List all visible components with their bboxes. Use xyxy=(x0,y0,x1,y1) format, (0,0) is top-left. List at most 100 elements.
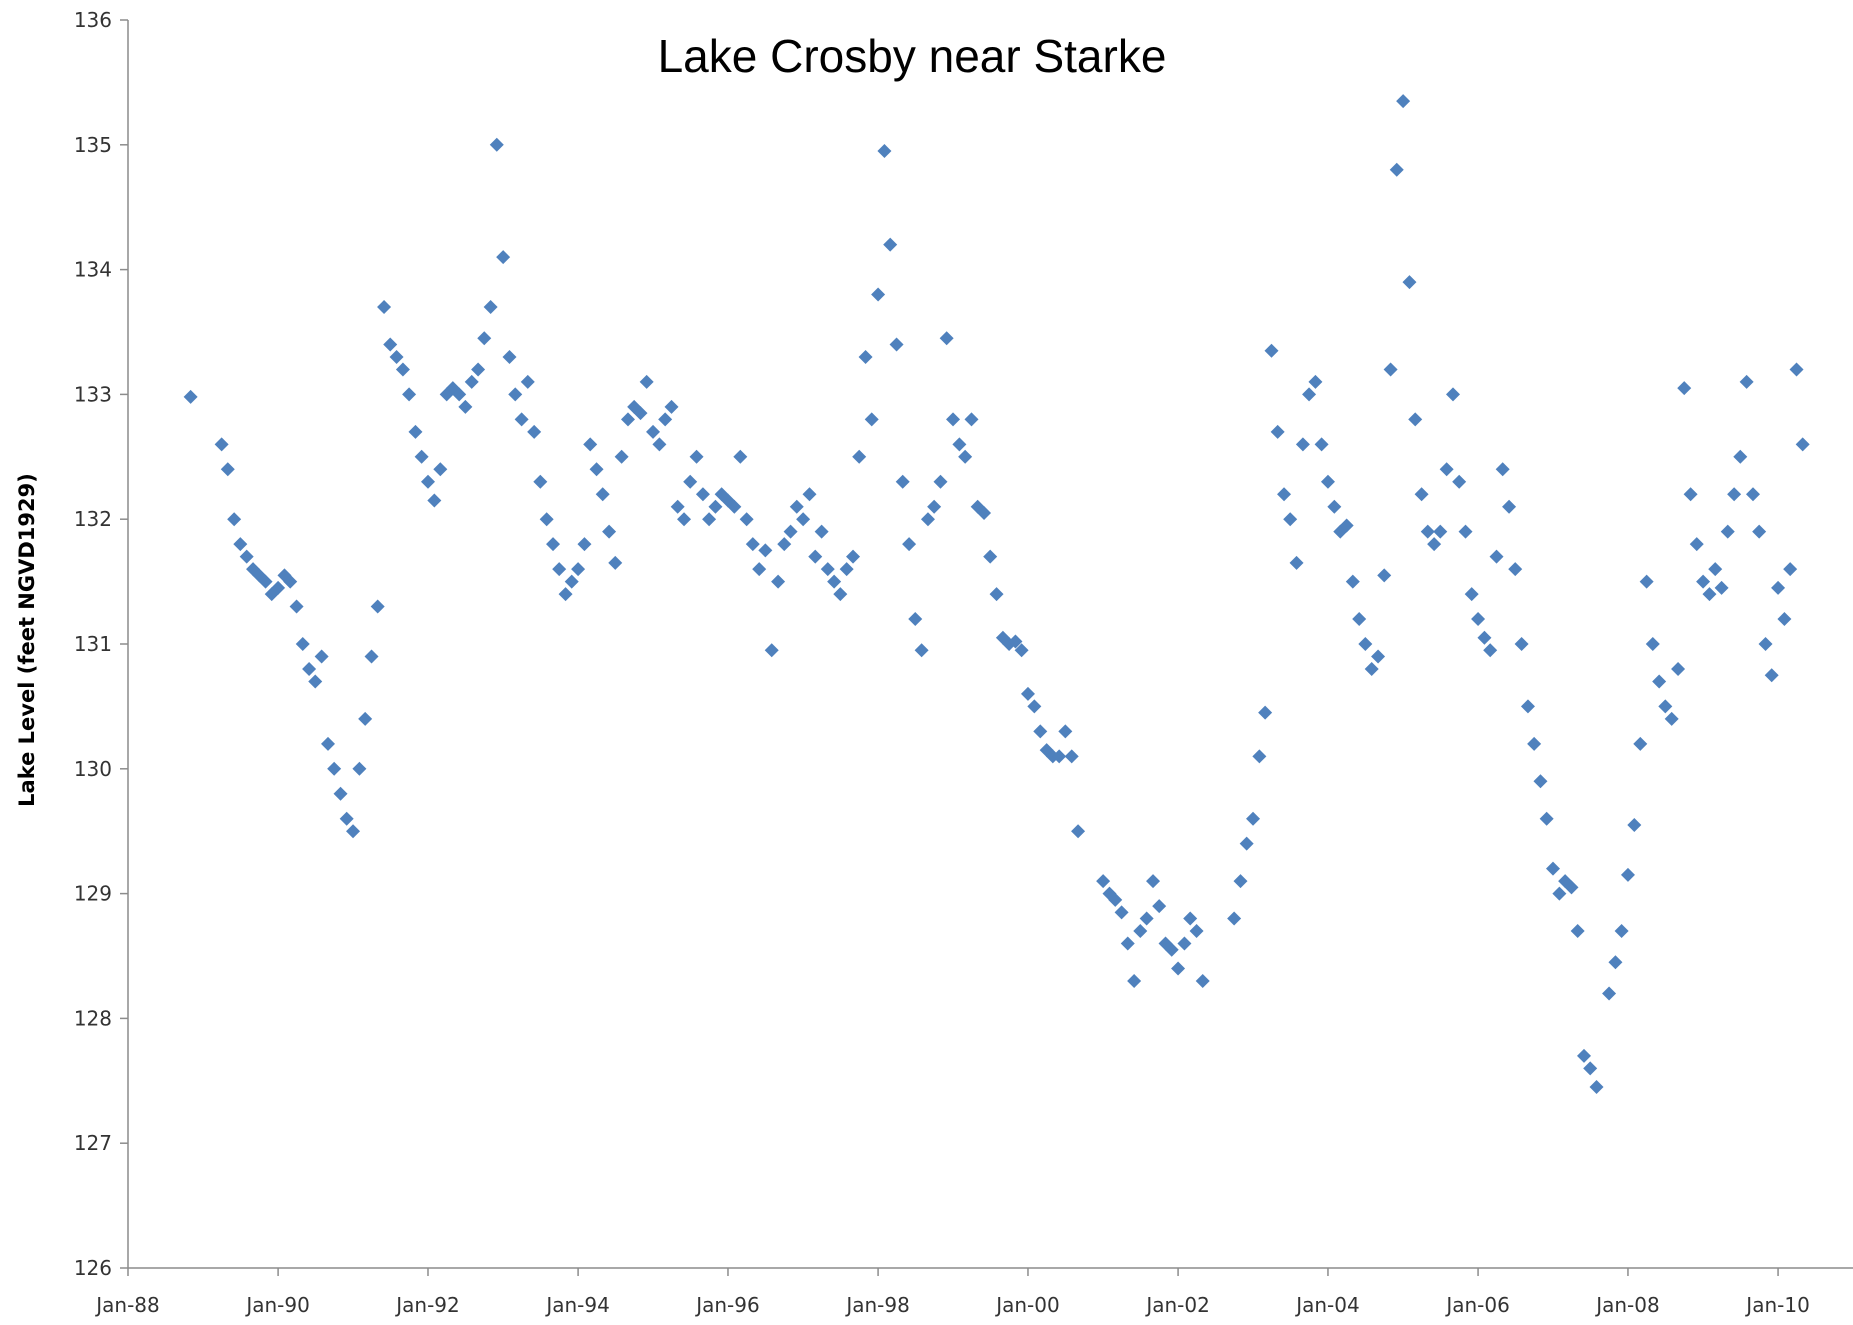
data-point xyxy=(508,387,523,402)
data-point xyxy=(1608,955,1623,970)
data-point xyxy=(1146,874,1161,889)
data-point xyxy=(183,389,198,404)
data-point xyxy=(758,543,773,558)
data-point xyxy=(1689,537,1704,552)
data-point xyxy=(608,555,623,570)
data-point xyxy=(458,399,473,414)
data-point xyxy=(808,549,823,564)
data-point xyxy=(689,449,704,464)
y-tick-label: 131 xyxy=(74,632,112,656)
data-point xyxy=(1570,924,1585,939)
data-point xyxy=(1345,574,1360,589)
data-point xyxy=(577,537,592,552)
data-point xyxy=(1589,1080,1604,1095)
chart-title: Lake Crosby near Starke xyxy=(658,30,1167,82)
data-point xyxy=(708,499,723,514)
data-point xyxy=(733,449,748,464)
data-point xyxy=(902,537,917,552)
data-point xyxy=(1664,711,1679,726)
data-point xyxy=(539,512,554,527)
data-point xyxy=(1708,562,1723,577)
data-point xyxy=(664,399,679,414)
data-point xyxy=(1027,699,1042,714)
data-point xyxy=(1527,736,1542,751)
data-point xyxy=(1295,437,1310,452)
data-point xyxy=(433,462,448,477)
data-point xyxy=(520,374,535,389)
data-point xyxy=(1308,374,1323,389)
data-point xyxy=(402,387,417,402)
y-axis-title: Lake Level (feet NGVD1929) xyxy=(15,473,39,807)
data-point xyxy=(1477,630,1492,645)
data-point xyxy=(952,437,967,452)
data-point xyxy=(1539,811,1554,826)
data-point xyxy=(939,331,954,346)
data-point xyxy=(1439,462,1454,477)
data-point xyxy=(864,412,879,427)
data-point xyxy=(658,412,673,427)
data-point xyxy=(1652,674,1667,689)
data-point xyxy=(1714,580,1729,595)
data-point xyxy=(989,587,1004,602)
data-point xyxy=(920,512,935,527)
data-point xyxy=(1252,749,1267,764)
data-point xyxy=(308,674,323,689)
data-point xyxy=(1683,487,1698,502)
data-point xyxy=(677,512,692,527)
data-point xyxy=(314,649,329,664)
data-point xyxy=(933,474,948,489)
data-point xyxy=(1327,499,1342,514)
data-point xyxy=(764,643,779,658)
data-point xyxy=(370,599,385,614)
data-point xyxy=(1452,474,1467,489)
data-point xyxy=(1502,499,1517,514)
data-point xyxy=(1195,973,1210,988)
data-point xyxy=(552,562,567,577)
data-point xyxy=(1564,880,1579,895)
data-point xyxy=(1371,649,1386,664)
y-axis: 126 127 128 129 130 131 132 133 134 135 136 xyxy=(74,8,129,1280)
data-point xyxy=(914,643,929,658)
data-point xyxy=(639,374,654,389)
x-tick-label: Jan-88 xyxy=(94,1293,160,1317)
y-tick-label: 127 xyxy=(74,1131,112,1155)
data-point xyxy=(377,300,392,315)
data-point xyxy=(883,237,898,252)
x-axis: Jan-88 Jan-90 Jan-92 Jan-94 Jan-96 Jan-98 Jan-… xyxy=(94,1267,1853,1317)
data-point xyxy=(1189,924,1204,939)
data-point xyxy=(1458,524,1473,539)
data-point xyxy=(1758,637,1773,651)
data-point xyxy=(1314,437,1329,452)
data-point xyxy=(633,406,648,421)
data-point xyxy=(1720,524,1735,539)
data-point xyxy=(958,449,973,464)
data-point xyxy=(295,637,310,651)
data-point xyxy=(1433,524,1448,539)
data-point xyxy=(889,337,904,352)
data-point xyxy=(1446,387,1461,402)
y-tick-label: 128 xyxy=(74,1006,112,1030)
data-point xyxy=(227,512,242,527)
data-point xyxy=(670,499,685,514)
data-point xyxy=(1533,774,1548,789)
y-tick-label: 136 xyxy=(74,8,112,32)
data-point xyxy=(1108,892,1123,907)
data-point xyxy=(483,300,498,315)
x-tick-label: Jan-02 xyxy=(1144,1293,1210,1317)
data-point xyxy=(1114,905,1129,920)
data-point xyxy=(1364,661,1379,676)
data-point xyxy=(1396,94,1411,109)
data-points xyxy=(183,94,1810,1095)
data-point xyxy=(1008,634,1023,649)
x-tick-label: Jan-10 xyxy=(1744,1293,1810,1317)
data-point xyxy=(339,811,354,826)
data-point xyxy=(871,287,886,302)
data-point xyxy=(789,499,804,514)
x-tick-label: Jan-04 xyxy=(1294,1293,1360,1317)
data-point xyxy=(895,474,910,489)
data-point xyxy=(1071,824,1086,839)
data-point xyxy=(327,761,342,776)
data-point xyxy=(827,574,842,589)
data-point xyxy=(1408,412,1423,427)
data-point xyxy=(1514,637,1529,651)
